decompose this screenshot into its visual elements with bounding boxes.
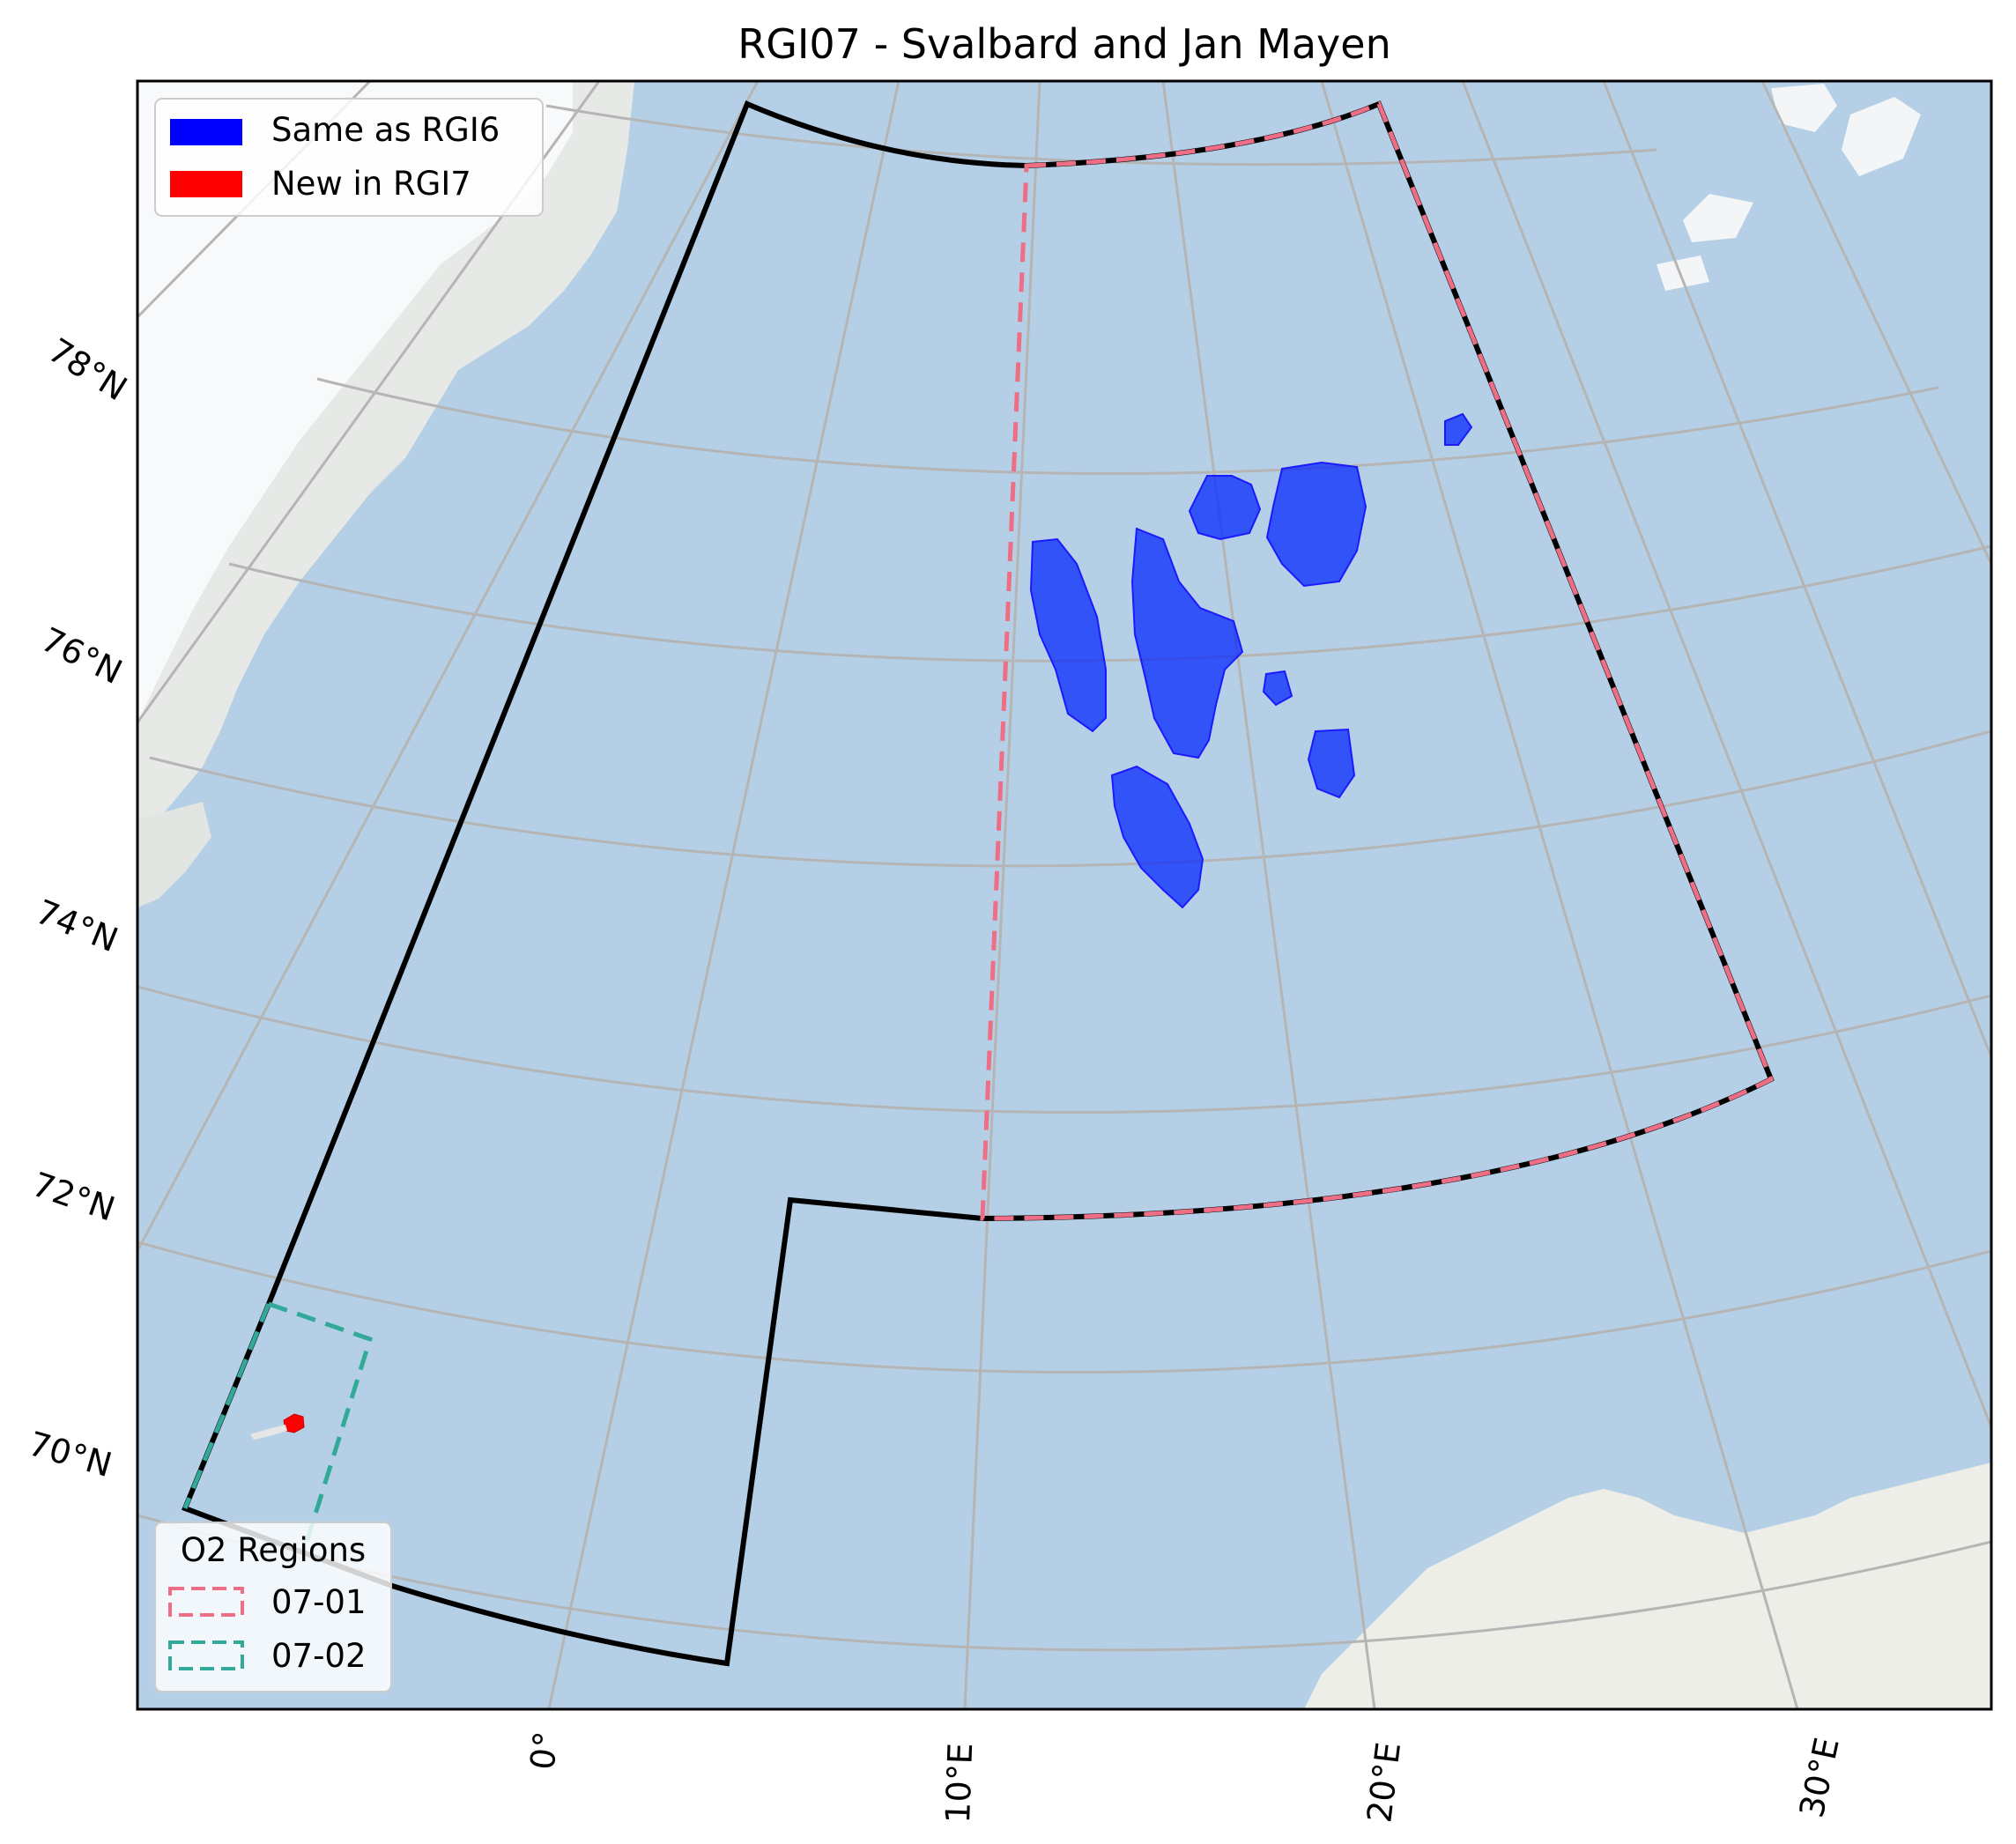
- legend-swatch-new-in-rgi7: [170, 171, 242, 197]
- map-title: RGI07 - Svalbard and Jan Mayen: [737, 20, 1391, 68]
- spitsbergen-central: [1130, 527, 1244, 759]
- lat-label-74: 74°N: [31, 892, 123, 960]
- legend-label-same-as-rgi6: Same as RGI6: [271, 111, 500, 149]
- franz-josef-land: [1657, 84, 1921, 291]
- legend-swatch-07-02: [168, 1640, 244, 1670]
- legend-regions-box: [154, 1522, 392, 1692]
- greenland-south-coast: [137, 802, 211, 907]
- kvitoya: [1444, 412, 1473, 446]
- latitude-labels: 78°N 76°N 74°N 72°N 70°N: [25, 330, 134, 1485]
- lat-label-70: 70°N: [25, 1424, 116, 1485]
- lat-label-78: 78°N: [41, 330, 134, 408]
- nordaustlandet-east: [1265, 461, 1367, 588]
- legend-glaciers: Same as RGI6 New in RGI7: [154, 98, 544, 217]
- map-area: [137, 81, 1991, 1709]
- lon-label-30e: 30°E: [1792, 1734, 1847, 1821]
- norway-coast: [1304, 1463, 1991, 1709]
- legend-label-07-02: 07-02: [271, 1637, 367, 1675]
- legend-label-07-01: 07-01: [271, 1583, 367, 1621]
- barentsoya: [1262, 670, 1293, 707]
- region-07-02-outline: [182, 1301, 374, 1551]
- jan-mayen-island: [250, 1425, 287, 1440]
- legend-regions-title: O2 Regions: [181, 1531, 366, 1569]
- edgeoya: [1307, 728, 1356, 799]
- nordaustlandet-west: [1188, 475, 1262, 541]
- lat-label-72: 72°N: [27, 1165, 120, 1229]
- lat-label-76: 76°N: [35, 620, 128, 692]
- region-07-01-outline: [980, 100, 1775, 1221]
- legend-swatch-07-01: [168, 1587, 244, 1617]
- svalbard-glaciers: [1029, 412, 1473, 909]
- lon-label-10e: 10°E: [938, 1742, 980, 1824]
- map-frame: [136, 79, 1993, 1711]
- spitsbergen-west: [1029, 537, 1107, 733]
- lon-label-20e: 20°E: [1360, 1740, 1408, 1825]
- longitude-labels: 0° 10°E 20°E 30°E: [523, 1729, 1847, 1825]
- spitsbergen-south: [1110, 765, 1204, 909]
- lon-label-0: 0°: [523, 1729, 566, 1772]
- legend-swatch-same-as-rgi6: [170, 119, 242, 145]
- legend-o2-regions: O2 Regions 07-01 07-02: [154, 1522, 392, 1692]
- legend-glaciers-box: [154, 98, 544, 217]
- greenland-ice: [137, 81, 573, 722]
- legend-label-new-in-rgi7: New in RGI7: [271, 165, 471, 203]
